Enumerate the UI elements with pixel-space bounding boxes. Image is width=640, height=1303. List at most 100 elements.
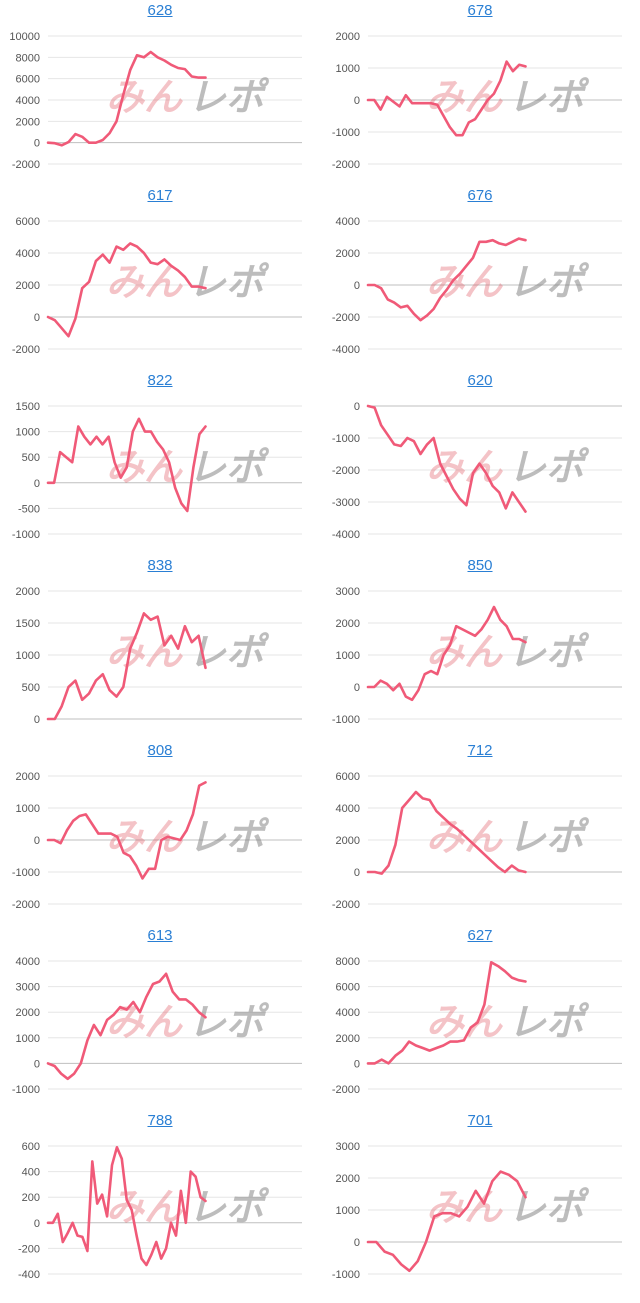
y-tick-label: 0 <box>354 1237 360 1249</box>
y-tick-label: 1000 <box>336 650 360 662</box>
chart-panel-2: 617 -2000 0 2000 4000 6000 みん レポ <box>0 185 320 370</box>
y-tick-label: -2000 <box>12 344 40 356</box>
y-tick-label: 1000 <box>16 803 40 815</box>
y-tick-label: 6000 <box>336 982 360 994</box>
watermark-logo: みん レポ <box>106 815 270 859</box>
watermark-logo: みん レポ <box>106 75 270 119</box>
line-chart: -2000 -1000 0 1000 2000 みん レポ <box>332 31 622 171</box>
series-line <box>46 417 207 513</box>
y-tick-label: 2000 <box>16 1007 40 1019</box>
y-tick-label: 2000 <box>336 31 360 43</box>
chart-title-link[interactable]: 822 <box>147 372 173 389</box>
y-tick-label: 4000 <box>16 956 40 968</box>
y-tick-label: 0 <box>34 312 40 324</box>
series-line <box>366 960 527 1065</box>
watermark-logo: みん レポ <box>106 1000 270 1044</box>
y-tick-label: 2000 <box>336 248 360 260</box>
y-tick-label: 0 <box>354 95 360 107</box>
y-tick-label: 4000 <box>336 216 360 228</box>
y-tick-label: 0 <box>354 867 360 879</box>
watermark-logo: みん レポ <box>426 75 590 119</box>
chart-title-link[interactable]: 620 <box>467 372 493 389</box>
y-tick-label: -1000 <box>332 714 360 726</box>
y-tick-label: 3000 <box>16 982 40 994</box>
y-tick-label: 0 <box>354 401 360 413</box>
line-chart: -400 -200 0 200 400 600 みん レポ <box>18 1141 302 1281</box>
series-line <box>366 60 527 137</box>
line-chart: -2000 0 2000 4000 6000 8000 みん レポ <box>332 956 622 1096</box>
line-chart: -1000 0 1000 2000 3000 4000 みん レポ <box>12 956 302 1096</box>
y-tick-label: 1000 <box>16 427 40 439</box>
y-tick-label: 10000 <box>9 31 40 43</box>
y-tick-label: 0 <box>354 280 360 292</box>
y-tick-label: -2000 <box>332 159 360 171</box>
y-tick-label: 1000 <box>336 63 360 75</box>
y-tick-label: 4000 <box>16 248 40 260</box>
series-line <box>366 790 527 875</box>
y-tick-label: 2000 <box>16 771 40 783</box>
chart-title-link[interactable]: 838 <box>147 557 173 574</box>
chart-title-link[interactable]: 676 <box>467 187 493 204</box>
series-line <box>46 972 207 1081</box>
line-chart: -2000 0 2000 4000 6000 みん レポ <box>12 216 302 356</box>
chart-panel-3: 676 -4000 -2000 0 2000 4000 みん レポ <box>320 185 640 370</box>
y-tick-label: -2000 <box>332 899 360 911</box>
chart-title-link[interactable]: 808 <box>147 742 173 759</box>
y-tick-label: 2000 <box>16 116 40 128</box>
chart-title-link[interactable]: 701 <box>467 1112 493 1129</box>
y-tick-label: 6000 <box>336 771 360 783</box>
y-tick-label: 6000 <box>16 74 40 86</box>
line-chart: -1000 0 1000 2000 3000 みん レポ <box>332 586 622 726</box>
y-tick-label: 8000 <box>336 956 360 968</box>
chart-title-link[interactable]: 712 <box>467 742 493 759</box>
y-tick-label: -1000 <box>12 1084 40 1096</box>
y-tick-label: 0 <box>34 478 40 490</box>
y-tick-label: -2000 <box>12 899 40 911</box>
chart-title-link[interactable]: 788 <box>147 1112 173 1129</box>
y-tick-label: 2000 <box>16 280 40 292</box>
y-tick-label: 2000 <box>336 835 360 847</box>
chart-panel-5: 620 -4000 -3000 -2000 -1000 0 みん レポ <box>320 370 640 555</box>
y-tick-label: 0 <box>34 835 40 847</box>
y-tick-label: 0 <box>34 714 40 726</box>
watermark-logo: みん レポ <box>426 1000 590 1044</box>
chart-title-link[interactable]: 617 <box>147 187 173 204</box>
y-tick-label: 4000 <box>16 95 40 107</box>
y-tick-label: 2000 <box>336 1173 360 1185</box>
y-tick-label: -4000 <box>332 344 360 356</box>
y-tick-label: -2000 <box>12 159 40 171</box>
y-tick-label: 2000 <box>336 618 360 630</box>
chart-title-link[interactable]: 627 <box>467 927 493 944</box>
y-tick-label: -1000 <box>12 529 40 541</box>
chart-panel-8: 808 -2000 -1000 0 1000 2000 みん レポ <box>0 740 320 925</box>
series-line <box>46 50 207 147</box>
y-tick-label: -200 <box>18 1243 40 1255</box>
chart-title-link[interactable]: 628 <box>147 2 173 19</box>
series-line <box>366 404 527 513</box>
y-tick-label: 500 <box>22 452 40 464</box>
chart-panel-11: 627 -2000 0 2000 4000 6000 8000 みん レポ <box>320 925 640 1110</box>
chart-title-link[interactable]: 613 <box>147 927 173 944</box>
y-tick-label: 3000 <box>336 1141 360 1153</box>
y-tick-label: -3000 <box>332 497 360 509</box>
line-chart: -2000 0 2000 4000 6000 みん レポ <box>332 771 622 911</box>
watermark-logo: みん レポ <box>106 1185 270 1229</box>
y-tick-label: -1000 <box>332 433 360 445</box>
y-tick-label: 1500 <box>16 618 40 630</box>
y-tick-label: -1000 <box>332 127 360 139</box>
line-chart: -2000 0 2000 4000 6000 8000 10000 みん レポ <box>9 31 302 171</box>
y-tick-label: 0 <box>354 1058 360 1070</box>
series-line <box>46 1145 207 1267</box>
series-line <box>46 781 207 880</box>
chart-title-link[interactable]: 678 <box>467 2 493 19</box>
y-tick-label: -2000 <box>332 465 360 477</box>
chart-title-link[interactable]: 850 <box>467 557 493 574</box>
line-chart: -2000 -1000 0 1000 2000 みん レポ <box>12 771 302 911</box>
watermark-logo: みん レポ <box>426 630 590 674</box>
series-line <box>366 1170 527 1273</box>
chart-panel-0: 628 -2000 0 2000 4000 6000 8000 10000 みん レポ <box>0 0 320 185</box>
